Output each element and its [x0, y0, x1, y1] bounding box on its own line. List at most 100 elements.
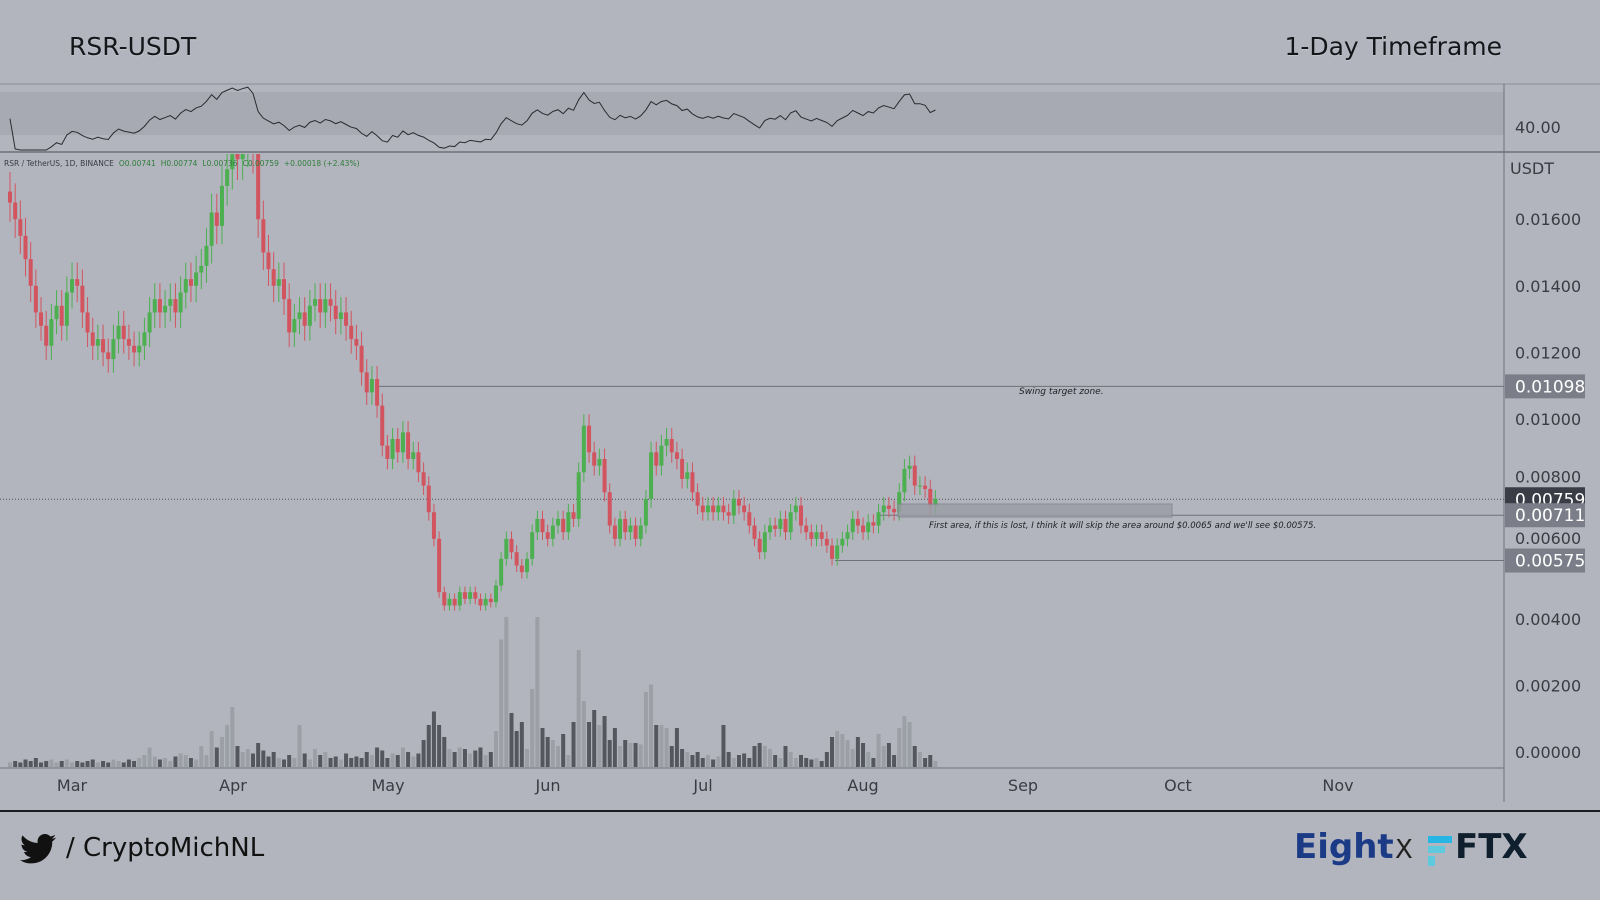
candle-body	[256, 154, 261, 220]
volume-bar	[638, 744, 643, 767]
volume-bar	[669, 746, 674, 767]
candle-body	[633, 525, 638, 539]
volume-bar	[28, 761, 33, 767]
candle	[638, 517, 643, 547]
volume-bar	[292, 758, 297, 767]
candle-body	[928, 488, 933, 506]
candle	[302, 297, 307, 341]
volume-bar	[23, 759, 28, 767]
candle-body	[214, 212, 219, 226]
candle-body	[101, 339, 106, 353]
volume-bar	[400, 747, 405, 767]
candle	[8, 171, 12, 222]
legend-symbol: RSR / TetherUS, 1D, BINANCE	[4, 159, 114, 168]
candle-body	[881, 505, 886, 513]
candle	[814, 524, 819, 547]
price-chart[interactable]: 40.00 USDT 0.01600 0.01400 0.01200 0.01000 0…	[0, 0, 1600, 812]
price-unit-label: USDT	[1510, 159, 1554, 178]
candle	[344, 297, 349, 341]
volume-bar	[478, 747, 483, 767]
candle	[923, 476, 928, 499]
candle-body	[592, 452, 597, 466]
candle	[571, 503, 576, 528]
candle	[907, 455, 912, 479]
candle-body	[669, 438, 674, 453]
candle-body	[64, 292, 69, 326]
candle	[147, 297, 152, 348]
volume-bar	[333, 756, 338, 767]
candle-body	[654, 452, 659, 466]
candle	[44, 310, 49, 360]
candle-body	[338, 312, 343, 320]
candle-body	[483, 598, 488, 606]
price-marker-label: 0.00575	[1515, 552, 1585, 572]
ftx-logo-icon	[1428, 836, 1452, 866]
candle	[437, 531, 442, 598]
candle-body	[359, 345, 364, 373]
candle-body	[313, 299, 318, 306]
volume-bar	[44, 761, 49, 767]
eight-logo: Eight	[1294, 827, 1394, 867]
volume-bar	[75, 761, 80, 767]
volume-bar	[736, 755, 741, 767]
volume-bar	[323, 752, 328, 767]
candle-body	[638, 525, 643, 539]
candle	[111, 324, 116, 373]
legend-close: C0.00759	[243, 159, 279, 168]
candle	[375, 365, 380, 418]
volume-bar	[209, 731, 214, 767]
volume-bar	[886, 743, 891, 767]
candle-body	[80, 285, 85, 313]
volume-bar	[680, 749, 685, 767]
volume-bar	[855, 737, 860, 767]
volume-bar	[716, 756, 721, 767]
volume-bar	[183, 755, 188, 767]
candle-body	[907, 465, 912, 469]
candle	[519, 558, 524, 579]
candle-body	[142, 332, 147, 346]
candle	[157, 283, 162, 328]
candle-body	[157, 299, 162, 313]
volume-bar	[302, 753, 307, 767]
candle-body	[561, 518, 566, 533]
volume-bar	[876, 734, 881, 767]
candle-body	[163, 305, 168, 313]
candle-body	[126, 339, 131, 346]
candle	[892, 500, 897, 521]
volume-bar	[535, 617, 540, 767]
candle-body	[747, 512, 752, 526]
candle	[70, 262, 75, 309]
rsi-band	[0, 92, 1504, 135]
volume-bar	[168, 761, 173, 767]
candle	[680, 448, 685, 489]
candle-body	[18, 219, 23, 236]
first-area-annotation: First area, if this is lost, I think it …	[929, 521, 1316, 531]
volume-bar	[416, 753, 421, 767]
candle	[168, 283, 173, 322]
candle-body	[132, 345, 137, 353]
candle-body	[695, 492, 700, 506]
volume-bar	[173, 756, 178, 767]
candle	[804, 517, 809, 540]
candle-body	[623, 518, 628, 533]
candle	[871, 514, 876, 534]
volume-bar	[731, 758, 736, 767]
twitter-bird-icon[interactable]	[20, 834, 56, 864]
candle	[307, 290, 312, 341]
candle-body	[70, 279, 75, 293]
candle	[225, 154, 230, 206]
candle-body	[855, 518, 860, 526]
volume-bar	[421, 740, 426, 767]
candle-body	[711, 505, 716, 513]
candle-body	[344, 312, 349, 326]
volume-bar	[70, 762, 75, 767]
volume-bar	[654, 725, 659, 767]
twitter-handle[interactable]: / CryptoMichNL	[66, 833, 265, 863]
candle-body	[643, 498, 648, 526]
candle-body	[892, 508, 897, 513]
candle-body	[54, 305, 59, 320]
candle-body	[545, 532, 550, 539]
candle	[80, 269, 85, 328]
volume-bar	[773, 755, 778, 767]
candle-body	[736, 498, 741, 506]
